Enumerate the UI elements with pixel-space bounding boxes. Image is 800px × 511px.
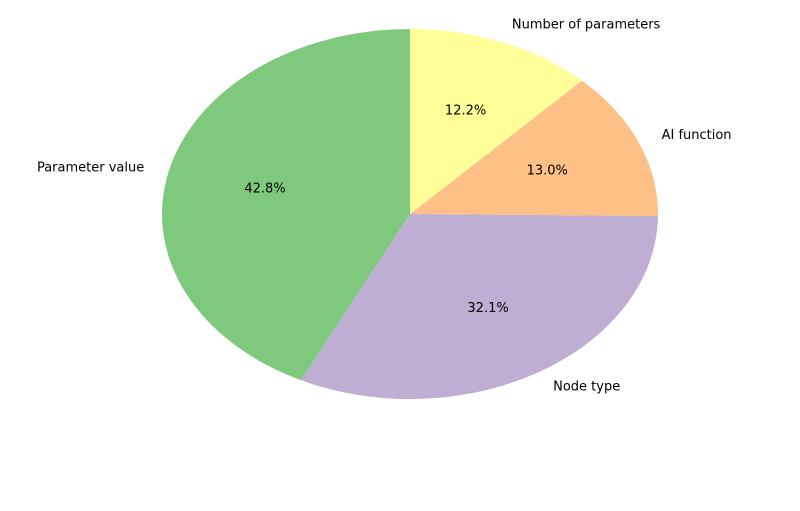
percent-label: 42.8% [244,181,285,196]
slice-label: Number of parameters [512,18,661,33]
pie-slice [300,214,658,399]
slice-label: Parameter value [37,161,144,176]
percent-label: 32.1% [467,301,508,316]
slice-label: AI function [662,128,732,143]
percent-label: 12.2% [445,104,486,119]
slice-label: Node type [553,380,620,395]
pie-slice [161,29,410,381]
percent-label: 13.0% [527,164,568,179]
pie-slice [410,28,582,214]
pie-slice [410,80,658,217]
